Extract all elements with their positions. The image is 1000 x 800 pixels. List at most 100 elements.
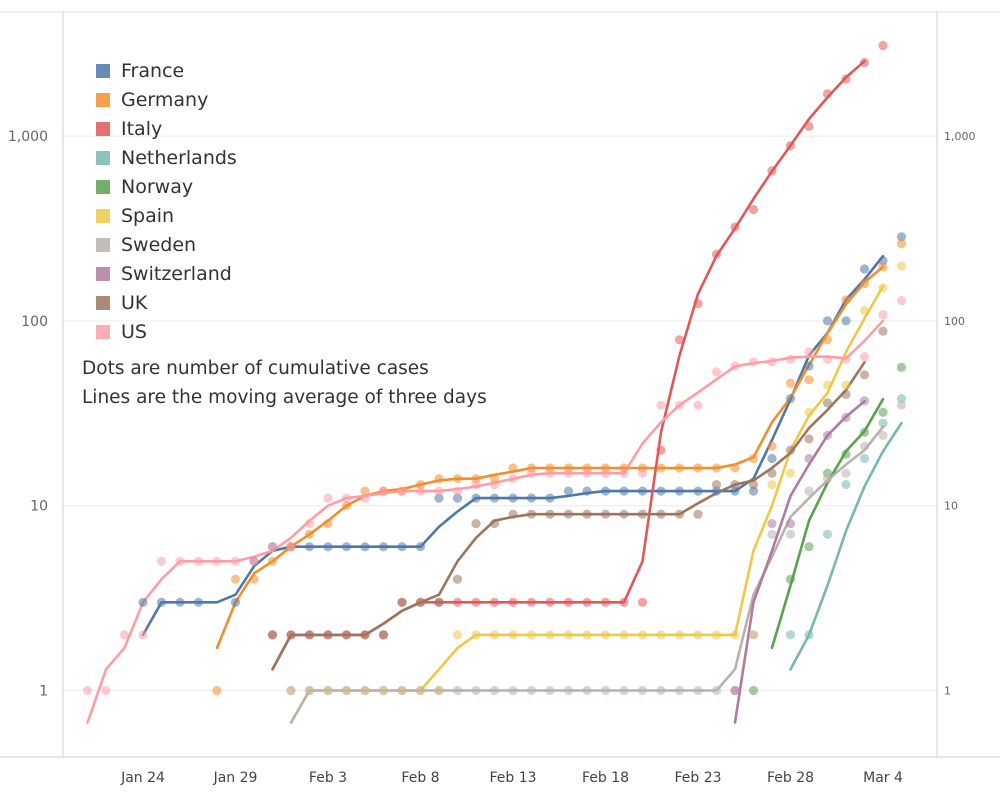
dot-italy <box>489 597 500 607</box>
legend: France Germany Italy Netherlands Norway Spain… <box>96 56 237 346</box>
dot-us <box>693 400 703 410</box>
annotation-lines: Lines are the moving average of three da… <box>82 387 487 408</box>
dot-germany <box>341 501 352 511</box>
dot-us <box>230 556 241 566</box>
dot-sweden <box>841 468 851 478</box>
dot-uk <box>360 630 370 640</box>
dot-france <box>711 486 722 496</box>
dot-italy <box>619 597 629 607</box>
dot-germany <box>508 463 518 473</box>
dot-france <box>785 394 796 404</box>
legend-swatch <box>96 324 110 339</box>
dot-spain <box>563 630 574 640</box>
dot-uk <box>730 480 740 490</box>
dot-italy <box>674 335 685 345</box>
dot-uk <box>545 509 555 519</box>
dot-us <box>563 468 574 478</box>
dot-switzerland <box>859 396 870 406</box>
dot-france <box>526 493 537 503</box>
legend-item-spain: Spain <box>96 201 237 230</box>
dot-uk <box>841 389 851 399</box>
dot-uk <box>582 509 592 519</box>
dot-spain <box>859 305 870 315</box>
dot-sweden <box>619 685 629 696</box>
dot-france <box>452 493 463 503</box>
dot-germany <box>304 529 315 539</box>
dot-germany <box>822 335 833 345</box>
dot-france <box>767 453 777 464</box>
dot-us <box>804 347 814 357</box>
x-tick-label: Mar 4 <box>863 770 903 786</box>
legend-swatch <box>96 150 110 165</box>
dot-italy <box>563 597 574 607</box>
dot-us <box>619 468 629 478</box>
dot-france <box>748 486 759 496</box>
dot-italy <box>804 121 814 131</box>
dot-sweden <box>582 685 592 696</box>
dot-us <box>600 468 611 478</box>
dot-uk <box>323 630 333 640</box>
dot-germany <box>267 556 278 566</box>
dot-us <box>822 354 833 364</box>
dot-germany <box>323 519 333 529</box>
dot-sweden <box>323 685 333 696</box>
chart-frame <box>0 11 1000 758</box>
dot-france <box>600 486 611 496</box>
dot-uk <box>711 480 722 490</box>
dot-france <box>637 486 648 496</box>
dot-germany <box>674 463 685 473</box>
x-tick-label: Jan 24 <box>120 770 165 786</box>
dot-us <box>101 685 111 696</box>
dot-germany <box>212 685 222 696</box>
dot-spain <box>508 630 518 640</box>
dot-netherlands <box>841 480 851 490</box>
y-tick-label-left: 10 <box>30 499 48 515</box>
dot-germany <box>767 441 777 451</box>
dot-switzerland <box>841 412 851 423</box>
dot-spain <box>674 630 685 640</box>
dot-france <box>674 486 685 496</box>
dot-sweden <box>489 685 500 696</box>
dot-netherlands <box>896 394 907 404</box>
dot-norway <box>878 407 888 417</box>
dot-italy <box>822 89 833 99</box>
dot-switzerland <box>822 430 833 440</box>
dot-france <box>323 542 333 552</box>
dot-germany <box>896 239 907 249</box>
dot-uk <box>286 630 296 640</box>
dot-uk <box>489 519 500 529</box>
dot-us <box>859 352 870 362</box>
dot-uk <box>415 597 426 607</box>
x-tick-label: Feb 8 <box>401 770 439 786</box>
dot-france <box>230 597 241 607</box>
dot-sweden <box>693 685 703 696</box>
dot-us <box>286 542 296 552</box>
dot-italy <box>600 597 611 607</box>
dot-us <box>415 486 426 496</box>
dot-norway <box>748 685 759 696</box>
dot-sweden <box>896 400 907 410</box>
dot-sweden <box>452 685 463 696</box>
line-spain <box>289 284 885 724</box>
x-tick-label: Jan 29 <box>213 770 258 786</box>
dot-italy <box>452 597 463 607</box>
dot-germany <box>785 378 796 388</box>
dot-uk <box>434 597 444 607</box>
dot-uk <box>508 509 518 519</box>
dot-france <box>841 316 851 326</box>
dot-italy <box>693 299 703 309</box>
legend-item-us: US <box>96 317 237 346</box>
dot-spain <box>896 261 907 271</box>
dot-us <box>193 556 204 566</box>
dot-uk <box>397 597 407 607</box>
dot-france <box>619 486 629 496</box>
dot-switzerland <box>767 519 777 529</box>
dot-us <box>341 493 352 503</box>
dot-us <box>378 486 389 496</box>
legend-item-uk: UK <box>96 288 237 317</box>
legend-item-italy: Italy <box>96 114 237 143</box>
dot-germany <box>360 486 370 496</box>
dot-uk <box>304 630 315 640</box>
dot-italy <box>545 597 555 607</box>
dot-spain <box>785 468 796 478</box>
